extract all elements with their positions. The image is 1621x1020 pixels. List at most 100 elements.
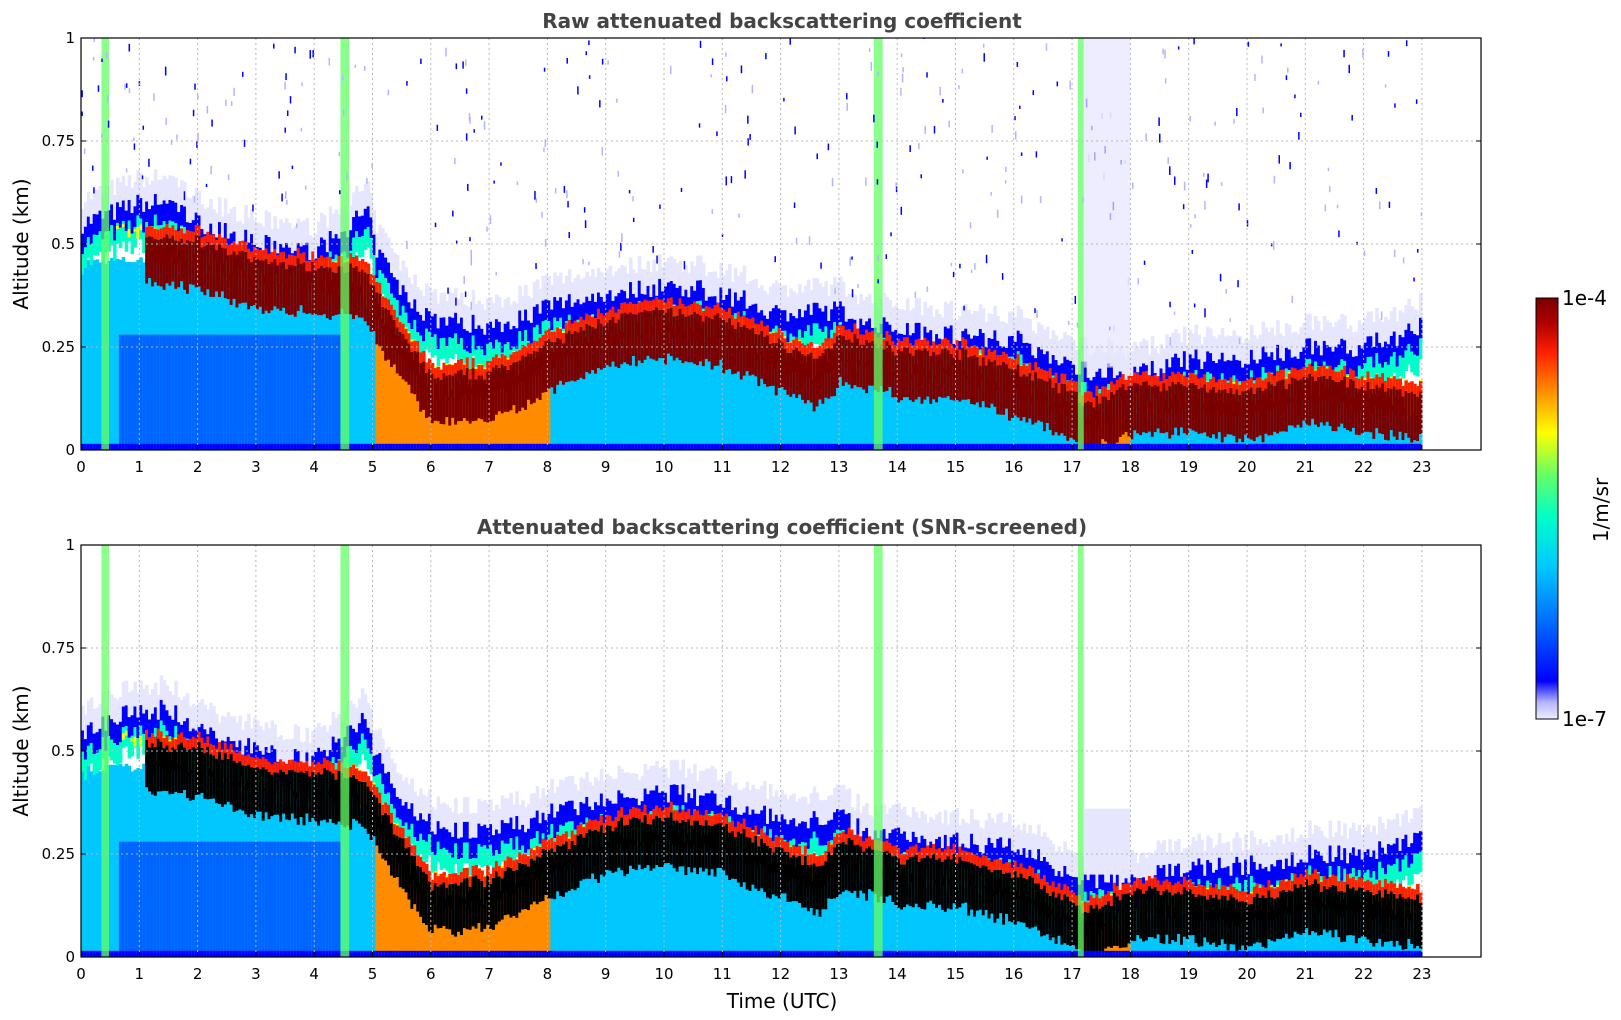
heatmap-cell-core <box>1296 380 1301 425</box>
heatmap-cell-core <box>194 235 199 288</box>
heatmap-cell-core <box>833 343 837 397</box>
x-tick-label: 7 <box>484 458 494 476</box>
heatmap-cell-edge <box>806 304 811 325</box>
heatmap-cell-halo <box>629 257 633 283</box>
heatmap-column <box>611 276 616 450</box>
heatmap-cell-halo <box>118 182 123 208</box>
heatmap-cell-halo <box>541 275 546 301</box>
heatmap-cell-body <box>556 361 560 450</box>
heatmap-cell-band <box>139 736 143 747</box>
heatmap-cell-core-edge <box>795 337 799 348</box>
heatmap-column <box>900 309 904 450</box>
heatmap-noise <box>493 180 495 184</box>
heatmap-cell-low <box>223 334 228 450</box>
heatmap-column <box>1069 336 1073 450</box>
heatmap-noise <box>566 57 568 64</box>
heatmap-cell-ground <box>1112 443 1117 450</box>
heatmap-column <box>407 277 411 450</box>
heatmap-cell-core <box>704 316 709 359</box>
heatmap-cell-edge <box>322 239 327 261</box>
heatmap-column <box>419 290 423 450</box>
heatmap-cell-ground <box>1121 443 1126 450</box>
heatmap-cell-core <box>1311 376 1315 419</box>
heatmap-cell-low <box>150 334 155 450</box>
heatmap-noise <box>1294 94 1296 99</box>
heatmap-cell-edge <box>349 230 353 251</box>
heatmap-cell-core-edge <box>156 229 161 240</box>
heatmap-cell-ground <box>634 443 639 450</box>
heatmap-cell-band <box>812 323 817 344</box>
heatmap-cell-body <box>86 766 91 957</box>
heatmap-cell-core <box>241 250 245 303</box>
heatmap-cell-core <box>1156 386 1161 429</box>
heatmap-cell-ground <box>1072 443 1076 450</box>
heatmap-column <box>1381 322 1385 450</box>
heatmap-cell-band <box>355 231 359 252</box>
heatmap-cell-body <box>95 768 100 957</box>
heatmap-cell-low <box>156 334 161 450</box>
heatmap-cell-core-edge <box>168 741 172 752</box>
heatmap-noise <box>765 53 767 60</box>
heatmap-cell-edge <box>110 719 114 740</box>
heatmap-cell-core-edge <box>658 299 662 310</box>
heatmap-cell-core <box>664 312 668 365</box>
panel-raw-x-ticks: 0 1 2 3 4 5 6 7 8 9 10 11 12 13 14 15 16 17 18 19 20 21 22 23 <box>76 445 1431 476</box>
heatmap-cell-ground <box>961 443 965 450</box>
heatmap-cell-edge <box>1407 323 1411 345</box>
heatmap-cell-core <box>1063 384 1067 436</box>
heatmap-cell-core <box>378 293 382 347</box>
heatmap-column <box>771 283 776 450</box>
heatmap-column <box>631 269 636 450</box>
heatmap-cell-core <box>352 267 356 320</box>
heatmap-cell-body <box>509 387 514 450</box>
heatmap-cell-body <box>570 357 575 450</box>
heatmap-cell-halo <box>588 276 592 301</box>
heatmap-cell-edge <box>483 334 487 356</box>
heatmap-cell-ground <box>1386 443 1391 450</box>
heatmap-cell-low <box>267 334 272 450</box>
heatmap-noise <box>1042 24 1044 33</box>
heatmap-cell-body <box>868 364 872 450</box>
heatmap-cell-core-edge <box>267 253 272 264</box>
heatmap-cell-halo <box>792 291 796 317</box>
heatmap-cell-halo <box>1378 318 1382 343</box>
heatmap-column <box>121 175 126 450</box>
heatmap-cell-ground <box>503 443 508 450</box>
heatmap-cell-core <box>1104 396 1108 442</box>
heatmap-cell-core <box>559 339 563 381</box>
heatmap-cell-halo <box>1279 333 1283 359</box>
heatmap-column <box>136 692 140 957</box>
heatmap-cell-edge <box>1028 343 1032 365</box>
heatmap-column <box>305 218 309 450</box>
heatmap-noise <box>1261 55 1263 64</box>
heatmap-cell-ground <box>1063 443 1067 450</box>
heatmap-cell-halo <box>492 303 496 328</box>
heatmap-cell-halo <box>1281 336 1286 361</box>
heatmap-cell-edge <box>757 312 761 334</box>
heatmap-noise <box>196 140 198 148</box>
heatmap-cell-edge <box>497 321 502 343</box>
heatmap-cell-core <box>1226 393 1231 435</box>
heatmap-noise <box>170 139 173 145</box>
heatmap-cell-halo <box>273 216 277 241</box>
heatmap-cell-ground <box>935 443 939 450</box>
heatmap-cell-core <box>290 265 295 315</box>
heatmap-cell-band <box>448 337 452 358</box>
heatmap-cell-ground <box>1354 443 1359 450</box>
heatmap-cell-halo <box>1045 326 1050 352</box>
heatmap-cell-core <box>451 375 455 418</box>
heatmap-cell-core <box>803 355 808 404</box>
heatmap-cell-core <box>1322 375 1327 426</box>
heatmap-cell-halo <box>1392 306 1397 332</box>
heatmap-cell-core <box>640 312 645 364</box>
heatmap-cell-ground <box>891 443 895 450</box>
heatmap-cell-edge <box>564 300 569 322</box>
heatmap-column <box>392 252 397 450</box>
heatmap-cell-halo <box>220 216 225 242</box>
heatmap-noise <box>599 100 601 108</box>
heatmap-cell-edge <box>159 699 164 721</box>
heatmap-cell-ground <box>305 443 309 450</box>
heatmap-column <box>247 217 251 450</box>
heatmap-column <box>1142 338 1146 450</box>
heatmap-cell-edge <box>827 320 831 342</box>
